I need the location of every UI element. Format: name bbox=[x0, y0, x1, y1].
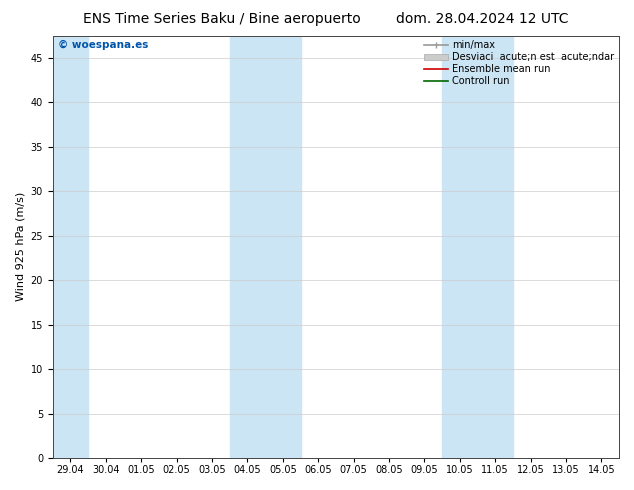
Bar bbox=[442, 36, 513, 458]
Bar bbox=[53, 36, 88, 458]
Bar bbox=[230, 36, 301, 458]
Text: dom. 28.04.2024 12 UTC: dom. 28.04.2024 12 UTC bbox=[396, 12, 568, 26]
Legend: min/max, Desviaci  acute;n est  acute;ndar, Ensemble mean run, Controll run: min/max, Desviaci acute;n est acute;ndar… bbox=[422, 39, 616, 88]
Y-axis label: Wind 925 hPa (m/s): Wind 925 hPa (m/s) bbox=[15, 192, 25, 301]
Text: ENS Time Series Baku / Bine aeropuerto: ENS Time Series Baku / Bine aeropuerto bbox=[83, 12, 361, 26]
Text: © woespana.es: © woespana.es bbox=[58, 40, 149, 50]
